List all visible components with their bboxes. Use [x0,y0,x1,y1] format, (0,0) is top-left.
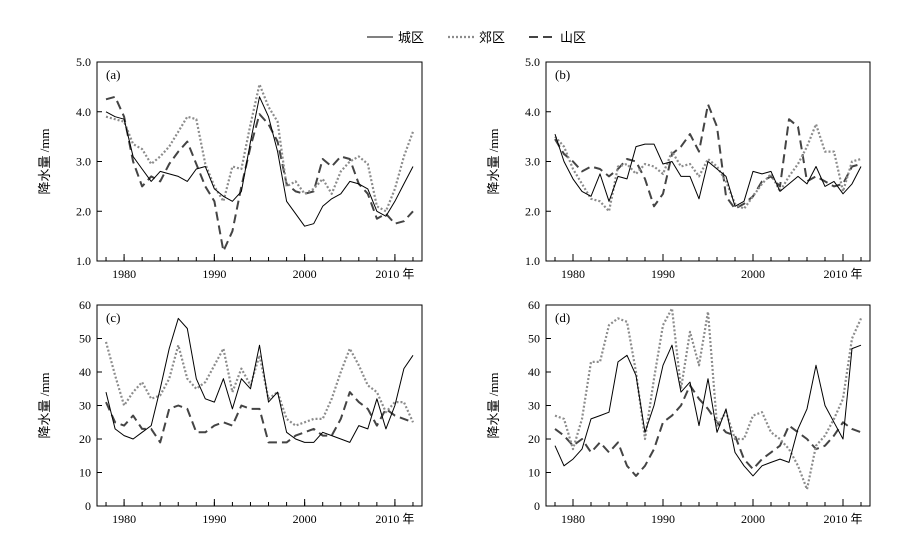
x-tick-label: 1990 [651,512,675,526]
series-line-2 [554,384,862,477]
legend-label-0: 城区 [398,30,424,45]
y-axis-title: 降水量 /mm [37,372,52,438]
y-tick-label: 40 [79,365,91,379]
x-tick-label: 1990 [202,267,226,281]
panel-1: 1.0 2.0 3.0 4.0 5.0 1980 1990 2000 2010 年 (b) 降水量 … [486,55,871,281]
y-tick-label: 20 [79,432,91,446]
y-axis-title: 降水量 /mm [486,128,501,194]
y-tick-label: 3.0 [76,155,91,169]
series-line-1 [105,83,415,213]
legend-label-1: 郊区 [479,30,505,45]
y-tick-label: 10 [79,466,91,480]
series-line-2 [554,103,862,210]
series-line-0 [554,133,862,207]
y-tick-label: 10 [528,466,540,480]
panel-label: (a) [106,67,120,82]
panel-label: (d) [555,310,570,325]
series-line-1 [554,307,863,491]
y-tick-label: 30 [79,399,91,413]
y-tick-label: 5.0 [76,55,91,69]
x-tick-label: 1990 [651,267,675,281]
x-tick-label: 2000 [741,512,765,526]
legend-label-2: 山区 [560,30,586,45]
y-tick-label: 4.0 [76,105,91,119]
x-tick-label: 1980 [561,267,585,281]
series-line-2 [105,95,414,253]
y-tick-label: 3.0 [525,155,540,169]
panel-label: (c) [106,310,120,325]
y-tick-label: 40 [528,365,540,379]
x-tick-label: 2000 [293,267,317,281]
x-tick-label: 1980 [112,267,136,281]
x-tick-label: 2000 [293,512,317,526]
series-line-1 [104,341,415,427]
y-tick-label: 2.0 [76,204,91,218]
x-tick-label: 1980 [112,512,136,526]
y-tick-label: 30 [528,399,540,413]
plot-frame [545,304,871,507]
series-line-0 [105,317,414,443]
y-tick-label: 5.0 [525,55,540,69]
y-tick-label: 2.0 [525,204,540,218]
y-tick-label: 1.0 [525,254,540,268]
x-tick-label: 2010 年 [375,267,414,281]
y-tick-label: 4.0 [525,105,540,119]
x-tick-label: 2010 年 [375,512,414,526]
legend: 城区 郊区 山区 [367,30,586,45]
x-tick-label: 1990 [202,512,226,526]
y-tick-label: 50 [79,332,91,346]
y-tick-label: 50 [528,332,540,346]
series-line-0 [554,344,862,477]
y-tick-label: 60 [79,298,91,312]
plot-frame [96,61,423,262]
panel-3: 0 10 20 30 40 50 60 1980 1990 2000 2010 年 (d) 降水量 /m… [486,298,871,526]
series-line-2 [105,391,414,444]
y-tick-label: 1.0 [76,254,91,268]
panel-2: 0 10 20 30 40 50 60 1980 1990 2000 2010 年 (c) 降水量 /m… [37,298,423,526]
panel-0: 1.0 2.0 3.0 4.0 5.0 1980 1990 2000 2010 年 (a) 降水量 … [37,55,423,281]
plot-frame [96,304,423,507]
x-tick-label: 2010 年 [823,267,862,281]
y-axis-title: 降水量 /mm [37,128,52,194]
x-tick-label: 2000 [741,267,765,281]
panel-label: (b) [555,67,570,82]
x-tick-label: 1980 [561,512,585,526]
y-axis-title: 降水量 /mm [486,372,501,438]
y-tick-label: 0 [534,499,540,513]
y-tick-label: 0 [85,499,91,513]
series-line-0 [105,96,414,227]
x-tick-label: 2010 年 [823,512,862,526]
y-tick-label: 20 [528,432,540,446]
y-tick-label: 60 [528,298,540,312]
